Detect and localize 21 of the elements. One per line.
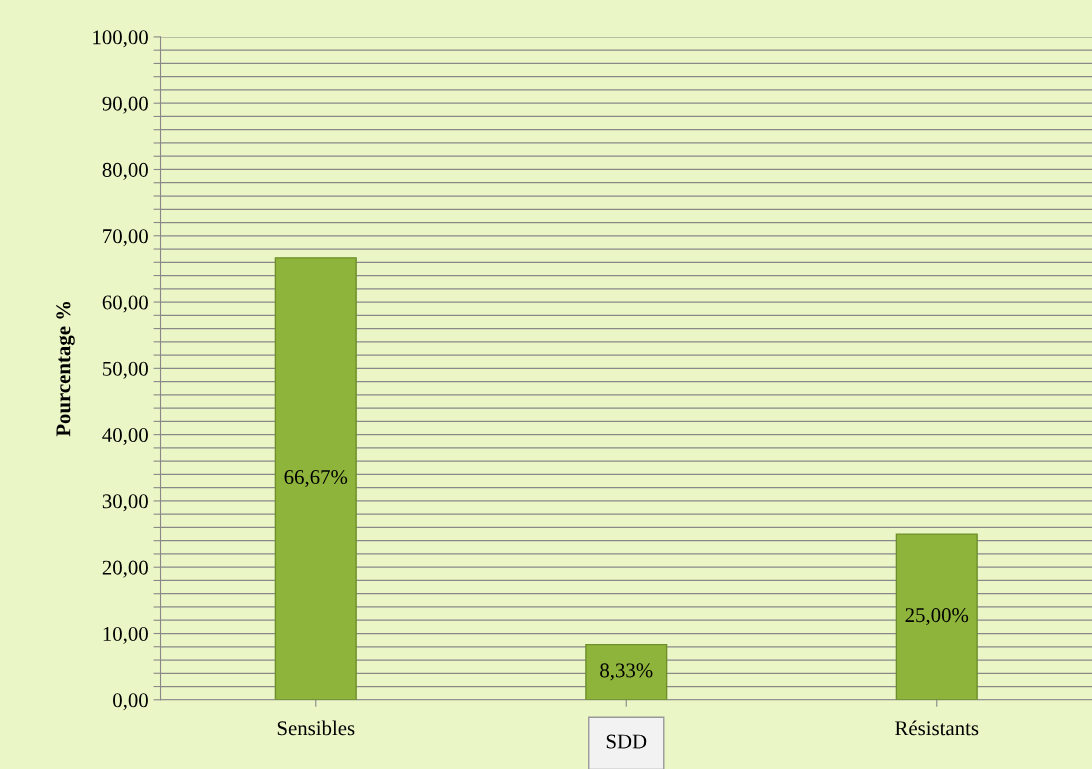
y-tick-label: 30,00 bbox=[102, 494, 148, 512]
y-axis-title: Pourcentage % bbox=[56, 301, 75, 437]
y-tick-label: 100,00 bbox=[93, 30, 148, 48]
data-label: 66,67% bbox=[284, 469, 348, 488]
y-tick-label: 50,00 bbox=[103, 361, 148, 379]
y-tick-label: 40,00 bbox=[102, 428, 148, 446]
x-tick-label: Sensibles bbox=[277, 720, 355, 736]
x-tick-label: SDD bbox=[606, 734, 647, 749]
y-tick-label: 70,00 bbox=[103, 229, 148, 247]
y-tick-label: 0,00 bbox=[113, 693, 148, 711]
y-tick-label: 20,00 bbox=[102, 560, 148, 578]
bar bbox=[895, 533, 978, 700]
y-tick-label: 10,00 bbox=[103, 626, 148, 644]
bar bbox=[585, 643, 668, 700]
data-label: 8,33% bbox=[600, 663, 653, 681]
bar bbox=[274, 257, 357, 700]
y-tick-label: 80,00 bbox=[102, 162, 148, 180]
y-tick-label: 60,00 bbox=[102, 295, 148, 313]
data-label: 25,00% bbox=[905, 608, 969, 626]
y-tick-label: 90,00 bbox=[102, 96, 148, 114]
x-tick-label: Résistants bbox=[895, 720, 979, 736]
